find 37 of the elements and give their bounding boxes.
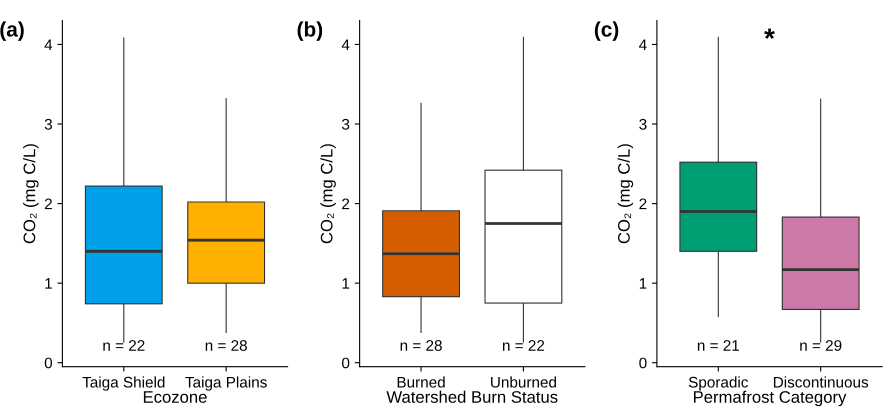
y-tick-label: 1 <box>45 278 52 289</box>
y-tick-label: 1 <box>342 278 350 289</box>
annotation: * <box>764 28 775 39</box>
annotation: n = 28 <box>206 340 247 351</box>
x-tick-label: Discontinuous <box>774 376 868 388</box>
x-axis-title: Watershed Burn Status <box>386 390 558 403</box>
x-tick-label: Burned <box>398 376 445 388</box>
y-tick-label: 3 <box>44 118 52 130</box>
annotation: n = 29 <box>800 340 842 351</box>
y-tick-label: 0 <box>639 358 647 368</box>
y-tick-label: 4 <box>44 39 52 50</box>
y-axis-title: CO₂ (mg C/L) <box>320 144 336 244</box>
y-tick-label: 2 <box>639 198 646 210</box>
y-tick-label: 3 <box>342 118 350 130</box>
y-tick-label: 1 <box>640 278 646 289</box>
y-axis-title: CO₂ (mg C/L) <box>23 144 39 244</box>
annotation: n = 22 <box>502 340 544 351</box>
x-tick-label: Taiga Plains <box>185 376 267 391</box>
y-tick-label: 4 <box>342 39 350 50</box>
y-tick-label: 4 <box>639 39 647 50</box>
annotation: n = 21 <box>698 340 740 351</box>
annotation: n = 22 <box>103 340 144 351</box>
chart-title: (b) <box>298 21 322 41</box>
annotation: n = 28 <box>400 340 442 351</box>
chart-title: (c) <box>594 21 618 41</box>
x-tick-label: Taiga Shield <box>82 376 164 391</box>
x-tick-label: Unburned <box>491 376 556 388</box>
x-axis-title: Permafrost Category <box>694 390 846 406</box>
x-tick-label: Sporadic <box>688 376 748 391</box>
x-axis-title: Ecozone <box>144 391 207 403</box>
y-tick-label: 3 <box>639 118 646 130</box>
y-tick-label: 2 <box>342 198 350 210</box>
chart-title: (a) <box>0 21 24 41</box>
y-axis-title: CO₂ (mg C/L) <box>618 144 634 244</box>
y-tick-label: 0 <box>44 358 52 368</box>
y-tick-label: 0 <box>342 358 350 368</box>
y-tick-label: 2 <box>44 198 52 210</box>
